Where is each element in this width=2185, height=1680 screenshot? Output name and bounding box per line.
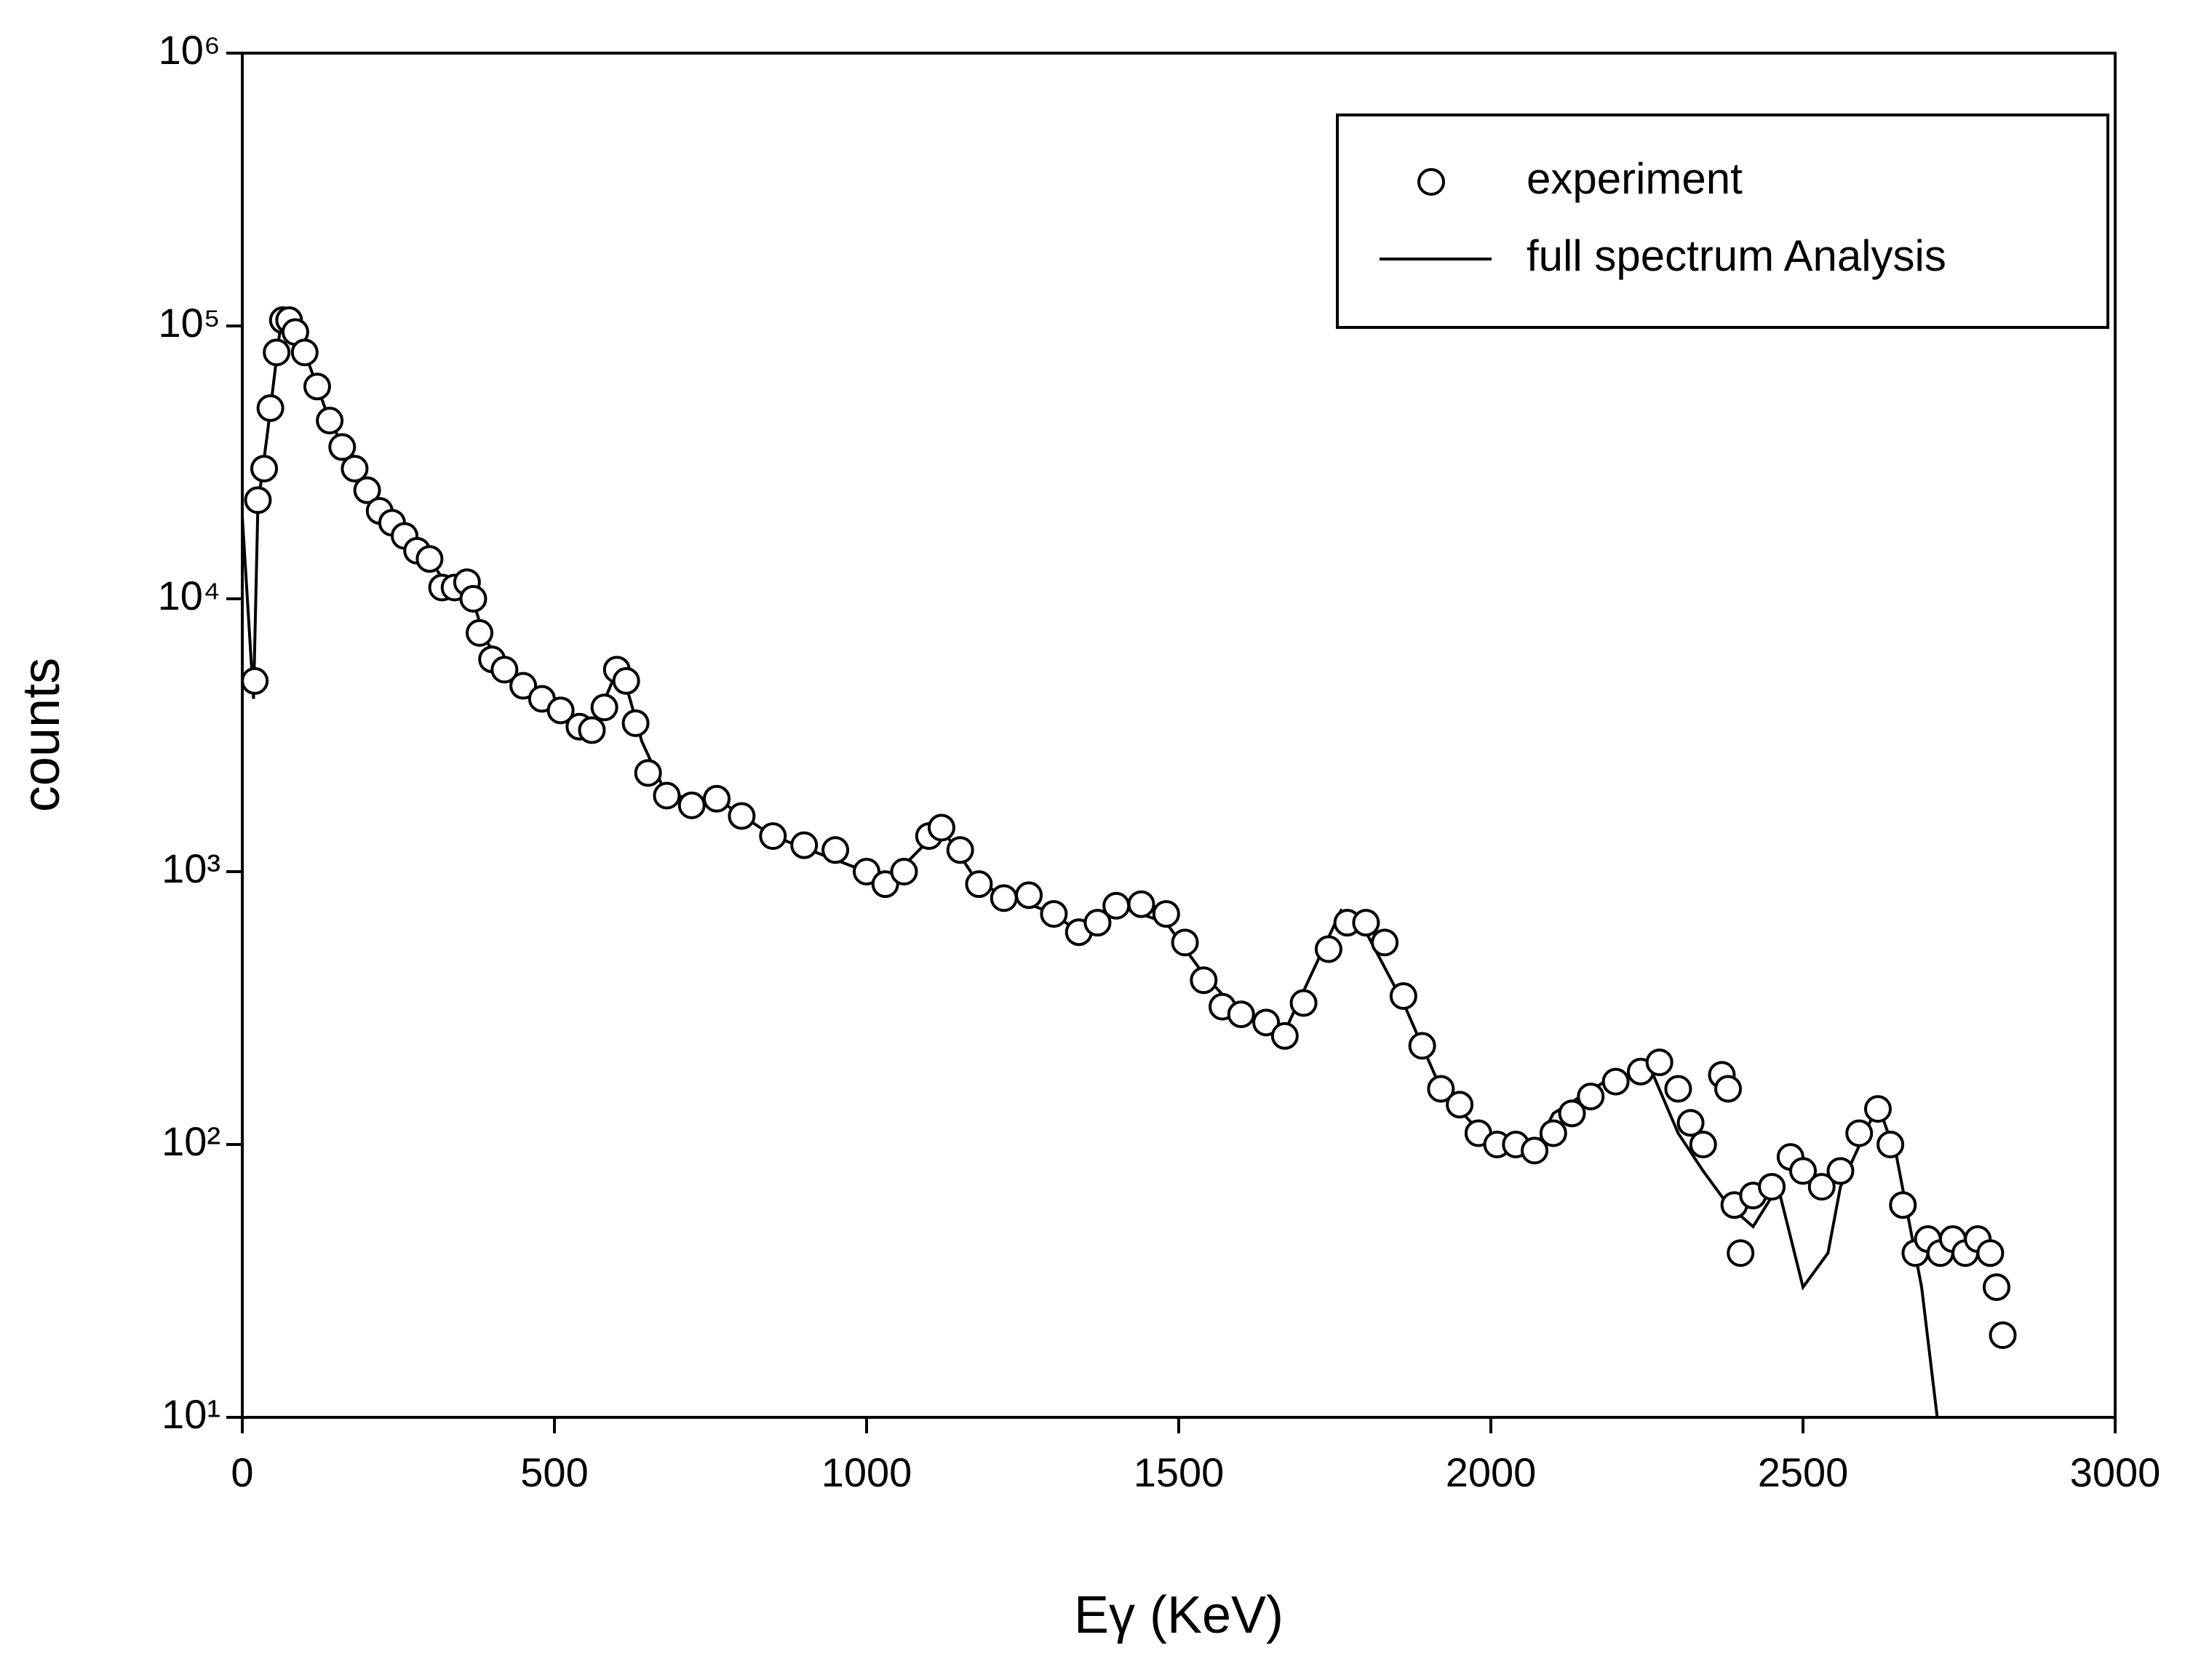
- legend-marker: [1417, 168, 1445, 196]
- data-point: [1227, 1000, 1255, 1029]
- data-point: [263, 338, 291, 367]
- y-tick-label: 10⁶: [159, 27, 220, 73]
- data-point: [1789, 1157, 1817, 1185]
- data-point: [1889, 1191, 1917, 1219]
- data-point: [1352, 909, 1380, 937]
- data-point: [703, 784, 731, 813]
- data-point: [290, 338, 319, 367]
- data-point: [1876, 1131, 1905, 1158]
- data-point: [1289, 989, 1318, 1017]
- y-tick-label: 10⁵: [158, 300, 220, 346]
- data-point: [634, 759, 662, 787]
- data-point: [244, 486, 272, 514]
- data-point: [927, 813, 955, 842]
- data-point: [1446, 1091, 1474, 1119]
- data-point: [871, 870, 899, 899]
- x-tick-label: 1000: [821, 1449, 912, 1495]
- data-point: [1601, 1067, 1630, 1096]
- data-point: [653, 781, 681, 810]
- data-point: [621, 709, 650, 737]
- data-point: [490, 656, 519, 684]
- data-point: [546, 696, 575, 725]
- data-point: [853, 858, 880, 885]
- data-point: [1539, 1119, 1567, 1147]
- data-point: [353, 476, 381, 504]
- data-point: [241, 666, 269, 695]
- data-point: [1989, 1321, 2017, 1350]
- data-point: [1807, 1173, 1836, 1201]
- x-tick-label: 2500: [1758, 1449, 1849, 1495]
- data-point: [1982, 1273, 2010, 1302]
- data-point: [1558, 1099, 1586, 1128]
- data-point: [316, 407, 344, 435]
- data-point: [256, 394, 284, 422]
- y-tick-label: 10³: [162, 845, 220, 891]
- data-point: [415, 545, 444, 573]
- data-point: [509, 672, 538, 700]
- data-point: [821, 836, 850, 864]
- y-axis-title: counts: [12, 658, 71, 812]
- data-point: [1577, 1082, 1605, 1110]
- data-point: [1040, 900, 1068, 928]
- data-point: [965, 870, 993, 899]
- data-point: [1015, 881, 1043, 909]
- data-point: [1845, 1119, 1874, 1147]
- data-point: [990, 884, 1018, 912]
- data-point: [1314, 935, 1342, 963]
- data-point: [1645, 1048, 1673, 1077]
- data-point: [303, 373, 331, 401]
- x-tick-label: 2000: [1446, 1449, 1537, 1495]
- x-axis-title: Eγ (KeV): [1074, 1586, 1283, 1644]
- data-point: [590, 693, 618, 722]
- data-point: [612, 666, 640, 695]
- data-point: [1389, 982, 1417, 1010]
- data-point: [1083, 909, 1112, 937]
- data-point: [1190, 966, 1218, 995]
- x-tick-label: 3000: [2070, 1449, 2161, 1495]
- legend-label: experiment: [1527, 154, 1743, 203]
- data-point: [1727, 1239, 1755, 1267]
- x-tick-label: 1500: [1134, 1449, 1225, 1495]
- data-point: [578, 716, 606, 744]
- data-point: [1664, 1075, 1692, 1103]
- data-point: [1758, 1173, 1786, 1201]
- data-point: [946, 836, 974, 864]
- data-point: [790, 831, 819, 859]
- data-point: [1521, 1136, 1549, 1165]
- y-tick-label: 10⁴: [158, 573, 220, 618]
- data-point: [677, 791, 706, 819]
- data-point: [1252, 1008, 1281, 1037]
- legend-box: [1336, 114, 2109, 329]
- data-point: [328, 433, 357, 461]
- data-point: [466, 618, 494, 647]
- data-point: [1689, 1131, 1717, 1158]
- data-point: [1427, 1075, 1455, 1103]
- data-point: [1863, 1095, 1892, 1123]
- y-tick-label: 10¹: [162, 1391, 220, 1437]
- data-point: [341, 455, 369, 483]
- data-point: [459, 585, 487, 613]
- y-tick-label: 10²: [162, 1118, 220, 1164]
- data-point: [1171, 928, 1199, 957]
- data-point: [1371, 928, 1399, 957]
- data-point: [250, 455, 279, 483]
- data-point: [1826, 1157, 1855, 1185]
- data-point: [1152, 900, 1180, 928]
- data-point: [1714, 1075, 1743, 1103]
- x-tick-label: 0: [231, 1449, 253, 1495]
- data-point: [1127, 890, 1155, 918]
- data-point: [1102, 891, 1131, 920]
- x-tick-label: 500: [520, 1449, 588, 1495]
- data-point: [1270, 1022, 1299, 1050]
- data-point: [728, 802, 756, 830]
- legend-label: full spectrum Analysis: [1527, 231, 1946, 280]
- data-point: [759, 822, 787, 851]
- data-point: [1408, 1032, 1436, 1060]
- data-point: [1976, 1239, 2005, 1267]
- data-line: [241, 317, 1939, 1418]
- data-point: [890, 858, 918, 885]
- data-point: [1676, 1109, 1705, 1137]
